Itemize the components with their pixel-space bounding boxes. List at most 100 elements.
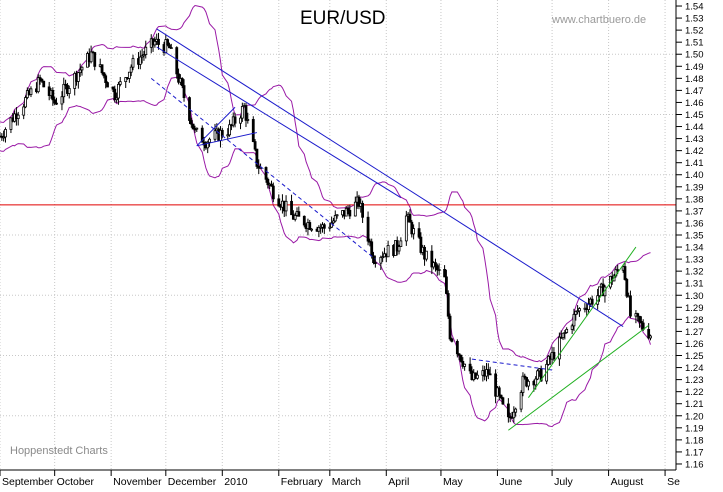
candle-body — [446, 293, 450, 317]
y-tick-label: 1.33 — [685, 255, 704, 266]
candle-body — [302, 215, 306, 226]
candle-body — [251, 119, 255, 142]
y-tick-label: 1.39 — [685, 182, 704, 193]
candle-body — [255, 148, 259, 167]
candle-body — [284, 200, 288, 212]
candle-body — [395, 240, 399, 252]
candle-body — [353, 201, 357, 217]
candle-body — [168, 44, 171, 49]
candle-body — [519, 392, 523, 410]
candle-body — [486, 369, 490, 375]
bollinger-bands — [0, 4, 651, 428]
candle-body — [410, 221, 414, 235]
x-tick-label: September — [2, 476, 54, 488]
y-tick-label: 1.20 — [685, 411, 704, 422]
candle-body — [93, 52, 97, 67]
trendline — [196, 106, 236, 147]
y-tick-label: 1.17 — [685, 447, 704, 458]
y-tick-label: 1.25 — [685, 351, 704, 362]
candle-body — [437, 268, 441, 271]
candle-body — [459, 354, 463, 362]
candle-body — [412, 228, 416, 235]
candle-body — [102, 72, 106, 77]
y-tick-label: 1.51 — [685, 38, 704, 49]
candle-body — [129, 66, 133, 73]
candle-body — [468, 363, 472, 372]
y-tick-label: 1.36 — [685, 218, 704, 229]
candle-body — [60, 96, 64, 105]
candle-body — [76, 72, 80, 82]
candle-body — [417, 228, 421, 238]
y-tick-label: 1.44 — [685, 122, 704, 133]
bollinger-upper — [0, 4, 651, 363]
candle-body — [335, 214, 339, 217]
y-tick-label: 1.43 — [685, 134, 704, 145]
candle-body — [443, 268, 446, 278]
y-tick-label: 1.50 — [685, 50, 704, 61]
y-tick-label: 1.23 — [685, 375, 704, 386]
x-tick-label: March — [332, 476, 361, 488]
trendline — [528, 246, 637, 398]
candle-body — [547, 355, 550, 365]
y-tick-label: 1.38 — [685, 194, 704, 205]
candle-body — [153, 40, 157, 46]
candle-body — [386, 245, 390, 258]
candle-body — [381, 256, 385, 259]
y-tick-label: 1.40 — [685, 170, 704, 181]
candle-body — [361, 202, 364, 218]
candle-body — [572, 313, 576, 327]
candle-body — [539, 368, 543, 382]
candle-body — [180, 78, 184, 87]
candle-body — [319, 226, 323, 229]
candle-body — [290, 200, 293, 216]
candle-body — [536, 370, 539, 380]
candle-body — [233, 116, 237, 124]
candle-body — [424, 250, 428, 260]
candle-body — [253, 141, 257, 150]
candle-body — [448, 315, 452, 340]
candle-body — [213, 130, 217, 140]
y-tick-label: 1.30 — [685, 291, 704, 302]
source-label: Hoppenstedt Charts — [10, 445, 108, 457]
candle-body — [310, 228, 313, 231]
candle-body — [200, 127, 204, 143]
trendlines — [150, 28, 649, 431]
y-tick-label: 1.26 — [685, 339, 704, 350]
candle-body — [22, 106, 26, 116]
candle-body — [419, 236, 423, 253]
bollinger-lower — [0, 76, 651, 428]
candle-body — [244, 105, 248, 121]
x-tick-label: November — [113, 476, 162, 488]
x-tick-label: Se — [667, 476, 680, 488]
candle-body — [89, 51, 93, 63]
candle-body — [527, 380, 530, 387]
candle-body — [29, 88, 33, 95]
candle-body — [16, 114, 20, 119]
candle-body — [169, 47, 173, 49]
candle-body — [140, 55, 144, 58]
candle-body — [639, 321, 643, 324]
candle-body — [38, 77, 42, 80]
candle-body — [144, 46, 148, 55]
candle-body — [118, 81, 122, 85]
candle-body — [67, 88, 71, 94]
candle-body — [208, 138, 211, 143]
candle-body — [399, 240, 403, 247]
candle-body — [649, 335, 652, 339]
candle-body — [475, 374, 479, 379]
candle-body — [623, 266, 627, 280]
candle-body — [332, 220, 335, 224]
candlesticks — [0, 32, 652, 423]
y-tick-label: 1.22 — [685, 387, 704, 398]
candle-body — [322, 224, 326, 229]
candle-body — [131, 58, 135, 68]
candle-body — [175, 47, 179, 75]
y-tick-label: 1.54 — [685, 2, 704, 13]
x-tick-label: October — [57, 476, 95, 488]
x-tick-label: February — [281, 476, 324, 488]
trendline — [156, 46, 402, 199]
candle-body — [127, 71, 131, 79]
y-tick-label: 1.29 — [685, 303, 704, 314]
candle-body — [557, 336, 561, 360]
